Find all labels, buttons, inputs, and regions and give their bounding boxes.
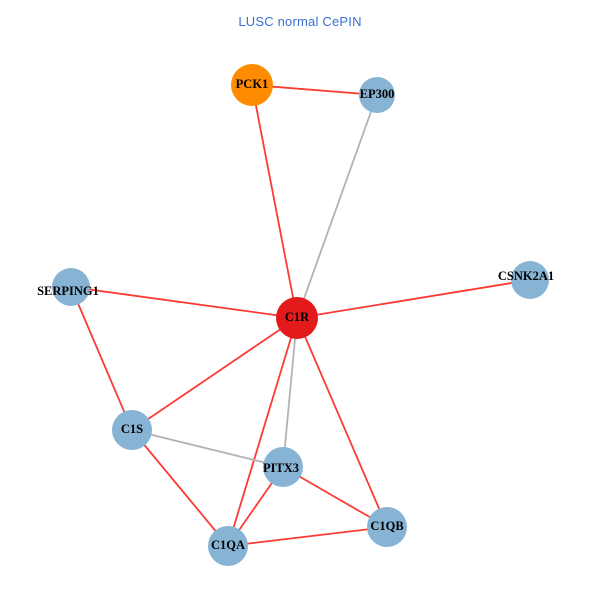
edge-c1s-c1qa — [131, 429, 229, 547]
node-label-pck1: PCK1 — [236, 77, 269, 91]
node-c1qa[interactable]: C1QA — [208, 526, 248, 566]
node-c1qb[interactable]: C1QB — [367, 507, 407, 547]
node-serping1[interactable]: SERPING1 — [37, 268, 99, 306]
node-circle-c1s[interactable] — [112, 410, 152, 450]
edge-c1r-c1qa — [227, 317, 298, 547]
node-circle-csnk2a1[interactable] — [511, 261, 549, 299]
node-circle-c1r[interactable] — [276, 297, 318, 339]
edge-c1r-pitx3 — [282, 317, 298, 468]
node-csnk2a1[interactable]: CSNK2A1 — [498, 261, 554, 299]
edge-ep300-c1r — [296, 94, 378, 319]
node-circle-c1qb[interactable] — [367, 507, 407, 547]
node-c1s[interactable]: C1S — [112, 410, 152, 450]
page-title: LUSC normal CePIN — [238, 14, 361, 29]
node-c1r[interactable]: C1R — [276, 297, 318, 339]
node-label-c1qa: C1QA — [211, 538, 245, 552]
node-pitx3[interactable]: PITX3 — [263, 447, 303, 487]
edge-c1qa-c1qb — [227, 526, 388, 547]
node-label-c1qb: C1QB — [370, 519, 403, 533]
edge-serping1-c1s — [70, 286, 133, 431]
node-label-csnk2a1: CSNK2A1 — [498, 269, 554, 283]
node-layer: PCK1 EP300 CSNK2A1 SERPING1 C1R C1S PITX3 C1QA C… — [37, 64, 554, 566]
node-circle-pitx3[interactable] — [263, 447, 303, 487]
node-label-serping1: SERPING1 — [37, 284, 99, 298]
edge-c1s-pitx3 — [131, 429, 284, 468]
edge-c1r-csnk2a1 — [296, 279, 531, 319]
edge-c1r-c1s — [131, 317, 298, 431]
edge-c1r-serping1 — [70, 286, 298, 319]
edge-layer — [70, 84, 531, 547]
node-circle-ep300[interactable] — [359, 77, 395, 113]
node-label-ep300: EP300 — [360, 87, 395, 101]
node-pck1[interactable]: PCK1 — [231, 64, 273, 106]
node-circle-pck1[interactable] — [231, 64, 273, 106]
edge-pitx3-c1qb — [282, 466, 388, 528]
edge-pck1-c1r — [251, 84, 298, 319]
edge-c1r-c1qb — [296, 317, 388, 528]
node-label-c1s: C1S — [121, 422, 143, 436]
node-label-c1r: C1R — [285, 310, 310, 324]
node-circle-c1qa[interactable] — [208, 526, 248, 566]
node-ep300[interactable]: EP300 — [359, 77, 395, 113]
node-label-pitx3: PITX3 — [263, 461, 299, 475]
node-circle-serping1[interactable] — [52, 268, 90, 306]
